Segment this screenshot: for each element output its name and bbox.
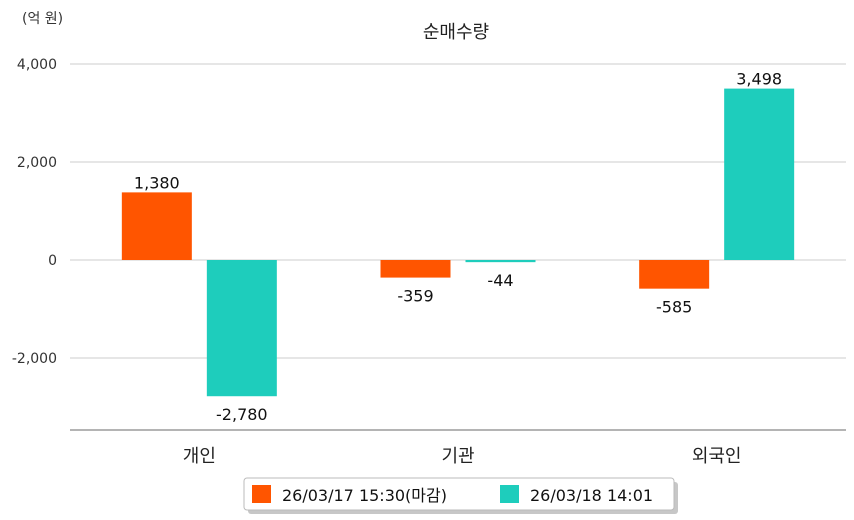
legend-swatch [252,485,271,503]
y-axis: 4,000 2,000 0 -2,000 [12,57,57,367]
legend-box [243,477,675,511]
legend-label: 26/03/17 15:30(마감) [282,486,447,505]
data-labels: 1,380 -2,780 -359 -44 -585 3,498 [134,70,782,425]
data-label: 3,498 [736,70,782,89]
bars [121,88,795,397]
x-category-label: 외국인 [692,446,742,467]
bar [724,88,795,261]
legend-label: 26/03/18 14:01 [530,486,653,505]
data-label: -359 [397,287,433,306]
legend-swatch [500,485,519,503]
data-label: -2,780 [216,405,268,424]
bar [206,260,277,397]
unit-label: (억 원) [22,11,63,27]
data-label: 1,380 [134,173,180,192]
x-category-label: 기관 [441,446,474,467]
bar [380,260,451,278]
data-label: -585 [656,298,692,317]
bar [639,260,710,289]
y-tick-label: 2,000 [17,155,57,171]
y-tick-label: -2,000 [12,351,57,367]
x-axis: 개인 기관 외국인 [183,446,742,467]
bar [465,260,536,263]
x-category-label: 개인 [183,446,216,467]
chart-title: 순매수량 [423,22,489,43]
y-tick-label: 0 [48,253,57,269]
data-label: -44 [487,271,513,290]
y-tick-label: 4,000 [17,57,57,73]
grid-lines [70,63,846,359]
legend: 26/03/17 15:30(마감) 26/03/18 14:01 [243,477,678,514]
bar [121,192,192,260]
